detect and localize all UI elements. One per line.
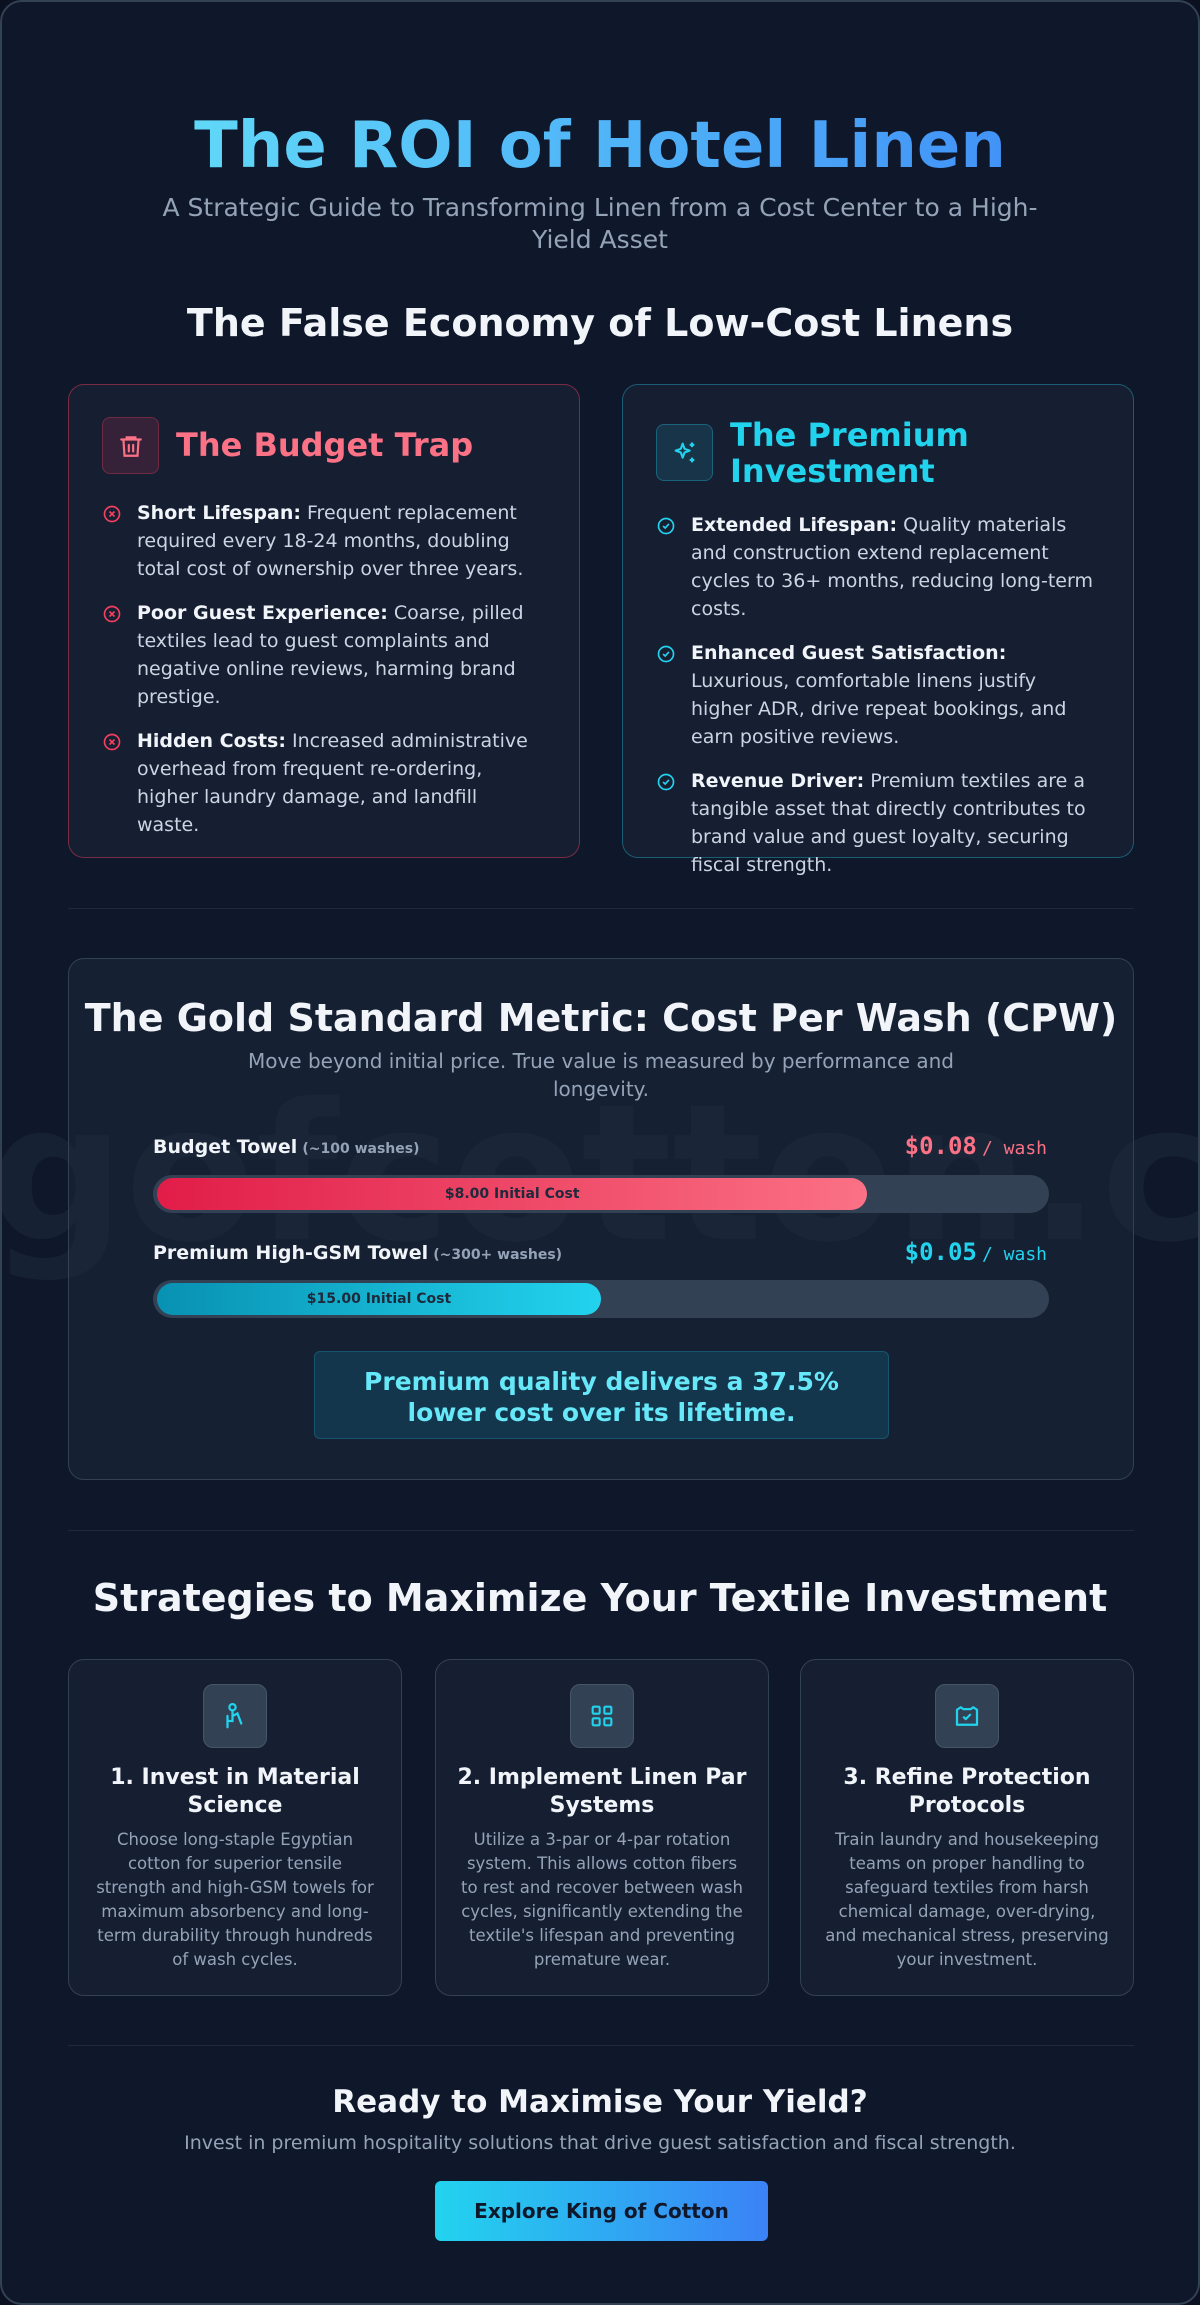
row-label: Premium High-GSM Towel (~300+ washes) — [153, 1242, 562, 1264]
cpw-title: The Gold Standard Metric: Cost Per Wash … — [84, 996, 1118, 1040]
strategy-card: 3. Refine Protection Protocols Train lau… — [800, 1659, 1134, 1996]
row-note: (~100 washes) — [302, 1141, 420, 1157]
premium-item: Revenue Driver: Premium textiles are a t… — [656, 767, 1096, 879]
item-text: Luxurious, comfortable linens justify hi… — [691, 670, 1067, 748]
item-text: Premium textiles are a tangible asset th… — [691, 770, 1086, 876]
strategy-text: Choose long-staple Egyptian cotton for s… — [96, 1830, 374, 1969]
strategy-title: 1. Invest in Material Science — [110, 1765, 360, 1818]
cpw-subtitle: Move beyond initial price. True value is… — [247, 1049, 955, 1101]
strategy-title: 2. Implement Linen Par Systems — [457, 1765, 747, 1818]
bar-label: $8.00 Initial Cost — [444, 1186, 580, 1202]
cpw-bar: $8.00 Initial Cost — [157, 1178, 868, 1210]
cpw-bar: $15.00 Initial Cost — [157, 1283, 601, 1315]
page-title: The ROI of Hotel Linen — [2, 110, 1198, 182]
item-text: Coarse, pilled textiles lead to guest co… — [137, 602, 524, 708]
cpw-unit: / wash — [981, 1138, 1047, 1159]
divider — [68, 908, 1134, 909]
bar-track: $15.00 Initial Cost — [153, 1280, 1049, 1318]
budget-item: Poor Guest Experience: Coarse, pilled te… — [102, 599, 542, 711]
item-label: Hidden Costs: — [137, 730, 286, 752]
divider — [68, 1530, 1134, 1531]
section-title: The False Economy of Low-Cost Linens — [186, 301, 1014, 345]
row-value: $0.05 / wash — [905, 1238, 1047, 1266]
budget-item: Short Lifespan: Frequent replacement req… — [102, 499, 542, 583]
cpw-value: $0.08 — [904, 1132, 977, 1160]
premium-icon — [656, 424, 713, 481]
item-label: Short Lifespan: — [137, 502, 301, 524]
premium-card: The Premium Investment Extended Lifespan… — [622, 384, 1134, 876]
strategies-title: Strategies to Maximize Your Textile Inve… — [92, 1576, 1108, 1620]
row-name: Premium High-GSM Towel — [153, 1242, 429, 1264]
divider — [68, 2045, 1134, 2046]
premium-title: The Premium Investment — [730, 416, 969, 490]
item-label: Enhanced Guest Satisfaction: — [691, 642, 1007, 664]
bar-track: $8.00 Initial Cost — [153, 1175, 1049, 1213]
cpw-card: The Gold Standard Metric: Cost Per Wash … — [68, 958, 1134, 1480]
row-note: (~300+ washes) — [433, 1247, 563, 1263]
item-text: Increased administrative overhead from f… — [137, 730, 528, 836]
strategy-icon — [935, 1684, 999, 1748]
page-subtitle: A Strategic Guide to Transforming Linen … — [162, 193, 1038, 254]
premium-item: Extended Lifespan: Quality materials and… — [656, 511, 1096, 623]
strategy-text: Utilize a 3-par or 4-par rotation system… — [461, 1830, 743, 1969]
row-name: Budget Towel — [153, 1136, 298, 1158]
item-text: Frequent replacement required every 18-2… — [137, 502, 524, 580]
cta-text: Invest in premium hospitality solutions … — [184, 2132, 1016, 2154]
item-label: Revenue Driver: — [691, 770, 865, 792]
strategy-title: 3. Refine Protection Protocols — [843, 1765, 1091, 1818]
item-text: Quality materials and construction exten… — [691, 514, 1093, 620]
budget-title: The Budget Trap — [176, 426, 474, 464]
budget-icon — [102, 417, 159, 474]
strategy-icon — [203, 1684, 267, 1748]
budget-item: Hidden Costs: Increased administrative o… — [102, 727, 542, 839]
strategy-card: 2. Implement Linen Par Systems Utilize a… — [435, 1659, 769, 1996]
cta-title: Ready to Maximise Your Yield? — [332, 2084, 868, 2120]
budget-list: Short Lifespan: Frequent replacement req… — [102, 499, 542, 855]
row-label: Budget Towel (~100 washes) — [153, 1136, 419, 1158]
strategy-card: 1. Invest in Material Science Choose lon… — [68, 1659, 402, 1996]
premium-list: Extended Lifespan: Quality materials and… — [656, 511, 1096, 895]
cpw-unit: / wash — [981, 1244, 1047, 1265]
bar-label: $15.00 Initial Cost — [306, 1291, 452, 1307]
budget-card: The Budget Trap Short Lifespan: Frequent… — [68, 384, 580, 858]
cpw-value: $0.05 — [904, 1238, 977, 1266]
strategy-icon — [570, 1684, 634, 1748]
item-label: Extended Lifespan: — [691, 514, 898, 536]
cta-button[interactable]: Explore King of Cotton — [435, 2181, 768, 2241]
strategy-text: Train laundry and housekeeping teams on … — [825, 1830, 1109, 1969]
callout: Premium quality delivers a 37.5% lower c… — [314, 1351, 889, 1439]
item-label: Poor Guest Experience: — [137, 602, 388, 624]
premium-item: Enhanced Guest Satisfaction: Luxurious, … — [656, 639, 1096, 751]
row-value: $0.08 / wash — [905, 1132, 1047, 1160]
